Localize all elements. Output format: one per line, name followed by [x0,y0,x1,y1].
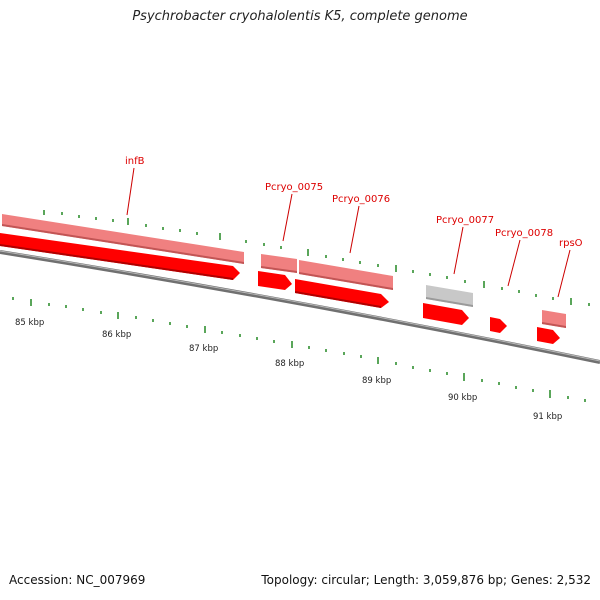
accession-text: Accession: NC_007969 [9,573,146,587]
gene-bar-infB-shade [2,224,244,264]
gene-bar-Pcryo_0077 [426,285,473,307]
cds-track [0,233,560,344]
gene-bar-Pcryo_0077-shade [426,297,473,307]
leader-Pcryo_0078 [507,239,521,287]
gene-label-Pcryo_0078: Pcryo_0078 [495,228,553,239]
leader-infB [126,167,135,216]
gene-label-Pcryo_0076: Pcryo_0076 [332,194,390,205]
tick-label-86kbp: 86 kbp [102,330,131,340]
gene-label-Pcryo_0075: Pcryo_0075 [265,182,323,193]
tick-label-85kbp: 85 kbp [15,318,44,328]
tick-label-88kbp: 88 kbp [275,359,304,369]
gene-bar-infB [2,214,244,264]
genome-title: Psychrobacter cryohalolentis K5, complet… [132,9,468,24]
genome-summary-text: Topology: circular; Length: 3,059,876 bp… [261,573,591,587]
leader-Pcryo_0077 [453,226,464,275]
gene-bar-Pcryo_0076 [299,260,393,290]
tick-label-89kbp: 89 kbp [362,376,391,386]
cds-arrow-Pcryo_0076-shade [295,291,381,308]
gene-bar-Pcryo_0075-shade [261,266,297,273]
inner-tick-marks [12,297,586,402]
gene-label-infB: infB [125,156,145,167]
cds-arrow-Pcryo_0075 [258,271,292,290]
gene-bar-Pcryo_0076-shade [299,272,393,290]
tick-label-87kbp: 87 kbp [189,344,218,354]
cds-arrow-infB-shade [0,244,233,280]
label-leaders [126,167,571,298]
leader-Pcryo_0075 [282,193,293,242]
gene-label-Pcryo_0077: Pcryo_0077 [436,215,494,226]
leader-rpsO [557,249,571,298]
leader-Pcryo_0076 [349,205,360,254]
gene-label-rpsO: rpsO [559,238,583,249]
cds-arrow-Pcryo_0077 [423,303,469,325]
cds-arrow-Pcryo_0078 [490,317,507,333]
outer-tick-marks [43,210,590,306]
genome-backbone [0,250,600,364]
gene-bar-rpsO-shade [542,322,566,328]
cds-arrow-Pcryo_0076 [295,279,389,308]
tick-label-90kbp: 90 kbp [448,393,477,403]
cds-arrow-rpsO [537,327,560,344]
genome-backbone-highlight [0,250,600,362]
cds-arrow-infB [0,233,240,280]
gene-track-upper [2,214,566,328]
tick-label-91kbp: 91 kbp [533,412,562,422]
